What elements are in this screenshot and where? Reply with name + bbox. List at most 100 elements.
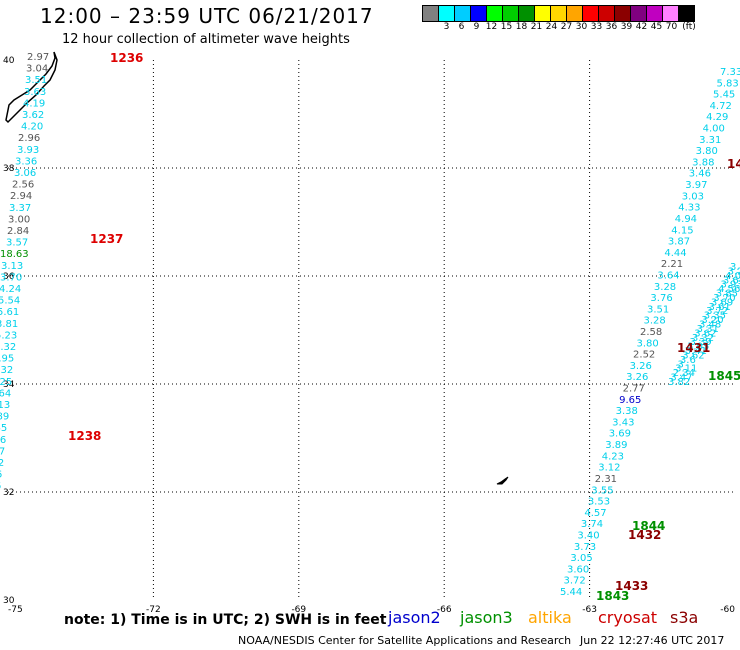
wave-height-value: 18.63 — [0, 249, 29, 260]
wave-height-value: 3.64 — [723, 275, 740, 286]
wave-height-value: 3.70 — [713, 293, 735, 304]
wave-height-value: 3.12 — [598, 463, 620, 474]
pass-time-label: 1238 — [68, 429, 101, 443]
wave-height-value: 5.44 — [560, 587, 582, 598]
wave-height-value: 4.77 — [0, 446, 5, 457]
wave-height-value: 2.84 — [7, 226, 29, 237]
wave-height-value: 4.44 — [664, 248, 686, 259]
wave-height-value: 4.72 — [710, 101, 732, 112]
wave-height-value: 3.55 — [591, 485, 613, 496]
wave-height-value: 3.93 — [720, 280, 740, 291]
footer-timestamp: Jun 22 12:27:46 UTC 2017 — [580, 634, 725, 647]
wave-height-value: 3.39 — [689, 337, 711, 348]
wave-height-value: 3.69 — [711, 297, 733, 308]
color-scale-label: 27 — [560, 22, 573, 32]
wave-height-value: 2.96 — [18, 133, 40, 144]
lon-tick-label: -63 — [582, 605, 597, 615]
wave-height-value: 4.95 — [0, 354, 14, 365]
wave-height-value: 3.13 — [1, 261, 23, 272]
lon-tick-label: -60 — [720, 605, 735, 615]
wave-height-value: 3.20 — [701, 315, 723, 326]
page-subtitle: 12 hour collection of altimeter wave hei… — [62, 32, 350, 47]
color-scale-label: 12 — [485, 22, 498, 32]
wave-height-value: 3.28 — [643, 316, 665, 327]
color-scale-label: 36 — [605, 22, 618, 32]
wave-height-value: 4.94 — [675, 214, 697, 225]
wave-height-value: 2.52 — [633, 350, 655, 361]
wave-height-value: 3.73 — [574, 542, 596, 553]
lon-tick-label: -69 — [291, 605, 306, 615]
wave-height-value: 3.26 — [630, 361, 652, 372]
wave-height-value: 5.23 — [0, 330, 17, 341]
wave-height-value: 7.33 — [720, 67, 740, 78]
wave-height-value: 4.32 — [0, 365, 13, 376]
wave-height-value: 4.19 — [23, 98, 45, 109]
wave-height-value: 3.21 — [728, 266, 740, 277]
wave-height-value: 3.87 — [668, 237, 690, 248]
wave-height-value: 4.25 — [0, 377, 12, 388]
wave-height-value: 3.41 — [685, 346, 707, 357]
wave-height-value: 3.51 — [647, 304, 669, 315]
wave-height-value: 2.31 — [595, 474, 617, 485]
wave-height-value: 3.80 — [696, 146, 718, 157]
wave-height-value: 3.51 — [25, 75, 47, 86]
note-text: note: 1) Time is in UTC; 2) SWH is in fe… — [64, 612, 387, 628]
color-swatch — [678, 5, 695, 22]
wave-height-value: 3.05 — [687, 342, 709, 353]
wave-height-value: 4.33 — [678, 203, 700, 214]
wave-height-value: 3.28 — [654, 282, 676, 293]
color-scale-unit: (ft) — [682, 22, 696, 32]
wave-height-value: 3.93 — [17, 145, 39, 156]
wave-height-value: 4.86 — [0, 435, 6, 446]
wave-height-value: 3.60 — [567, 564, 589, 575]
legend-s3a: s3a — [670, 608, 699, 627]
wave-height-value: 3.46 — [689, 169, 711, 180]
pass-time-label: 14 — [727, 157, 740, 171]
legend-cryosat: cryosat — [598, 608, 658, 627]
legend-altika: altika — [528, 608, 572, 627]
coastline-shape — [5, 51, 58, 124]
wave-height-value: 3.97 — [685, 180, 707, 191]
wave-height-value: 3.88 — [692, 157, 714, 168]
wave-height-value: 2.58 — [640, 327, 662, 338]
color-scale-label: 15 — [500, 22, 513, 32]
wave-height-value: 3.31 — [699, 135, 721, 146]
wave-height-value: 3.38 — [616, 406, 638, 417]
wave-height-value: 5.54 — [0, 296, 20, 307]
wave-height-value: 3.04 — [26, 64, 48, 75]
color-scale-label: 33 — [590, 22, 603, 32]
color-scale-label: 42 — [635, 22, 648, 32]
color-scale-label: 3 — [443, 22, 450, 32]
color-scale-label: 9 — [473, 22, 480, 32]
color-scale-label: 24 — [545, 22, 558, 32]
lon-tick-label: -66 — [437, 605, 452, 615]
wave-height-value: 5.61 — [0, 307, 19, 318]
wave-height-value: 3.76 — [650, 293, 672, 304]
wave-height-value: 3.81 — [0, 319, 18, 330]
wave-height-value: 3.64 — [657, 270, 679, 281]
wave-height-value: 4.24 — [0, 284, 21, 295]
pass-time-label: 1845 — [708, 369, 740, 383]
wave-height-value: 2.97 — [27, 52, 49, 63]
wave-height-value: 3.69 — [609, 429, 631, 440]
wave-height-value: 4.89 — [0, 412, 9, 423]
lon-tick-label: -72 — [146, 605, 161, 615]
color-scale-label: 21 — [530, 22, 543, 32]
wave-height-value: 9.65 — [619, 395, 641, 406]
wave-height-value: 3.62 — [694, 328, 716, 339]
wave-height-value: 4.86 — [0, 481, 1, 492]
wave-height-value: 3.00 — [8, 214, 30, 225]
wave-height-value: 2.34 — [673, 368, 695, 379]
bermuda-island-shape — [496, 476, 509, 485]
footer-credit: NOAA/NESDIS Center for Satellite Applica… — [238, 634, 572, 647]
wave-height-value: 4.07 — [725, 271, 740, 282]
color-scale-label: 45 — [650, 22, 663, 32]
wave-height-value: 3.62 — [22, 110, 44, 121]
color-scale — [422, 5, 695, 22]
wave-height-value: 3.36 — [15, 156, 37, 167]
pass-time-label: 1236 — [110, 51, 143, 65]
wave-height-value: 3.43 — [612, 417, 634, 428]
wave-height-value: 3.89 — [605, 440, 627, 451]
wave-height-value: 4.15 — [671, 225, 693, 236]
lat-tick-label: 36 — [3, 272, 15, 282]
